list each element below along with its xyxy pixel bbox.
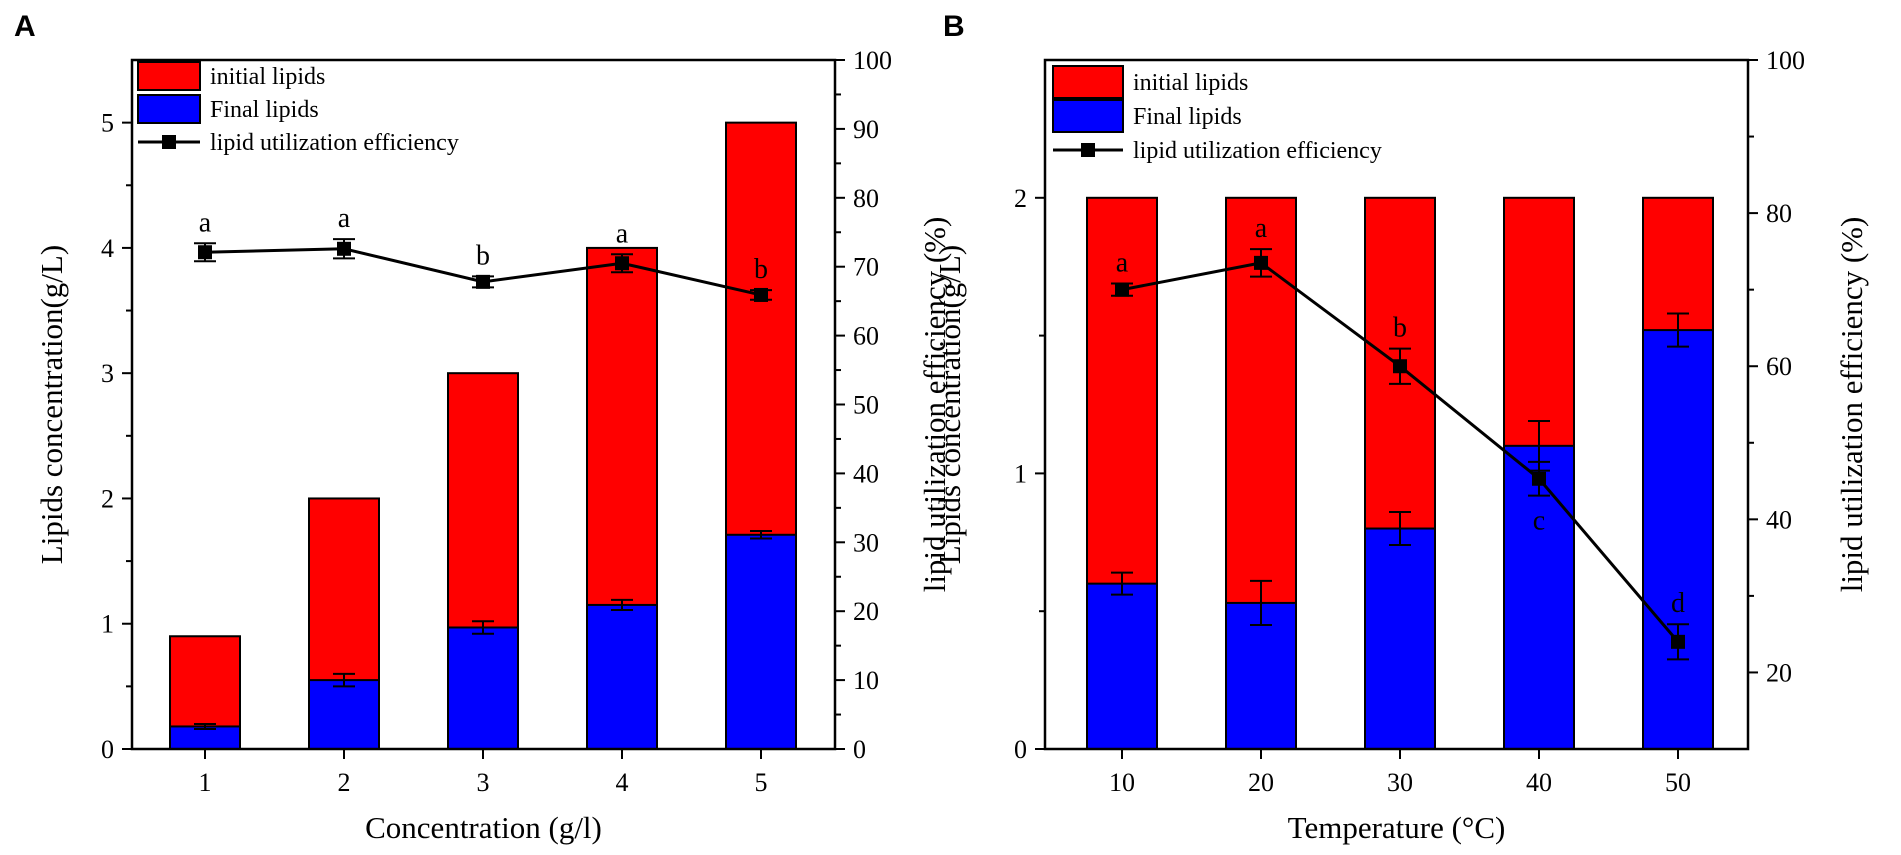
y2-tick-label: 100	[853, 46, 892, 75]
efficiency-marker	[754, 287, 768, 302]
y2-tick-label: 80	[1766, 199, 1792, 228]
panel-label: B	[943, 10, 965, 43]
y2-tick-label: 50	[853, 391, 879, 420]
x-axis-label: Concentration (g/l)	[365, 810, 602, 845]
legend-swatch-final	[137, 94, 201, 124]
panel-label: A	[14, 10, 36, 43]
y2-tick-label: 60	[1766, 352, 1792, 381]
y2-tick-label: 0	[853, 735, 866, 764]
x-tick-label: 2	[338, 768, 351, 797]
significance-letter: a	[1255, 213, 1268, 244]
legend-swatch-marker	[1081, 143, 1095, 157]
x-tick-label: 40	[1526, 768, 1552, 797]
y2-tick-label: 100	[1766, 46, 1805, 75]
efficiency-marker	[1671, 634, 1685, 649]
y2-tick-label: 60	[853, 322, 879, 351]
y-axis-label: Lipids concentration(g/L)	[34, 245, 69, 564]
efficiency-marker	[476, 274, 490, 289]
legend-label: lipid utilization efficiency	[210, 130, 459, 156]
y2-axis-label: lipid utilization efficiency (%)	[1834, 217, 1869, 593]
chart-panel-b: Ba a b c d 0 1 2 20 40 60 80 100 10 20 30 40 50 Temperatur…	[932, 10, 1869, 845]
legend-label: Final lipids	[210, 97, 319, 123]
bar-final-lipids	[1364, 527, 1436, 751]
y-axis-label: Lipids concentration(g/L)	[932, 245, 967, 564]
efficiency-marker	[615, 256, 629, 271]
bar-final-lipids	[1642, 329, 1714, 750]
x-tick-label: 20	[1248, 768, 1274, 797]
x-tick-label: 50	[1665, 768, 1691, 797]
significance-letter: a	[338, 203, 351, 234]
y2-tick-label: 20	[853, 597, 879, 626]
y2-tick-label: 90	[853, 115, 879, 144]
efficiency-marker	[198, 245, 212, 260]
y-tick-label: 5	[101, 109, 114, 138]
legend-swatch-initial	[137, 61, 201, 91]
y2-tick-label: 30	[853, 528, 879, 557]
x-tick-label: 10	[1109, 768, 1135, 797]
y-tick-label: 1	[1014, 459, 1027, 488]
legend-swatch-final	[1052, 99, 1124, 133]
y-tick-label: 2	[101, 484, 114, 513]
significance-letter: b	[754, 254, 768, 285]
y-tick-label: 2	[1014, 184, 1027, 213]
significance-letter: a	[199, 207, 212, 238]
x-axis-label: Temperature (°C)	[1288, 810, 1506, 845]
x-tick-label: 3	[477, 768, 490, 797]
legend-label: initial lipids	[1133, 70, 1248, 96]
efficiency-marker	[1115, 282, 1129, 297]
bar-final-lipids	[725, 533, 797, 750]
y2-tick-label: 20	[1766, 658, 1792, 687]
y-tick-label: 4	[101, 234, 114, 263]
legend-swatch-initial	[1052, 65, 1124, 99]
y2-tick-label: 10	[853, 666, 879, 695]
legend-label: lipid utilization efficiency	[1133, 138, 1382, 164]
x-tick-label: 4	[616, 768, 629, 797]
y2-tick-label: 70	[853, 253, 879, 282]
y-tick-label: 0	[1014, 735, 1027, 764]
y-tick-label: 0	[101, 735, 114, 764]
y-tick-label: 3	[101, 359, 114, 388]
y2-tick-label: 40	[853, 459, 879, 488]
y2-tick-label: 40	[1766, 505, 1792, 534]
legend-label: initial lipids	[210, 64, 325, 90]
significance-letter: d	[1671, 588, 1685, 619]
significance-letter: b	[1393, 313, 1407, 344]
legend-label: Final lipids	[1133, 104, 1242, 130]
x-tick-label: 1	[199, 768, 212, 797]
y2-axis-label: lipid utilization efficiency (%)	[917, 217, 952, 593]
efficiency-marker	[1254, 255, 1268, 270]
x-tick-label: 30	[1387, 768, 1413, 797]
legend-swatch-marker	[162, 135, 176, 149]
bar-final-lipids	[1086, 582, 1158, 751]
x-tick-label: 5	[755, 768, 768, 797]
efficiency-marker	[337, 241, 351, 256]
significance-letter: a	[1116, 248, 1129, 279]
efficiency-marker	[1532, 471, 1546, 486]
y2-tick-label: 80	[853, 184, 879, 213]
plot-frame	[1043, 58, 1750, 751]
bar-final-lipids	[586, 603, 658, 750]
significance-letter: c	[1533, 506, 1545, 537]
significance-letter: b	[476, 240, 490, 271]
bar-final-lipids	[447, 626, 519, 751]
efficiency-marker	[1393, 359, 1407, 374]
bar-final-lipids	[308, 679, 380, 750]
y-tick-label: 1	[101, 610, 114, 639]
significance-letter: a	[616, 218, 629, 249]
